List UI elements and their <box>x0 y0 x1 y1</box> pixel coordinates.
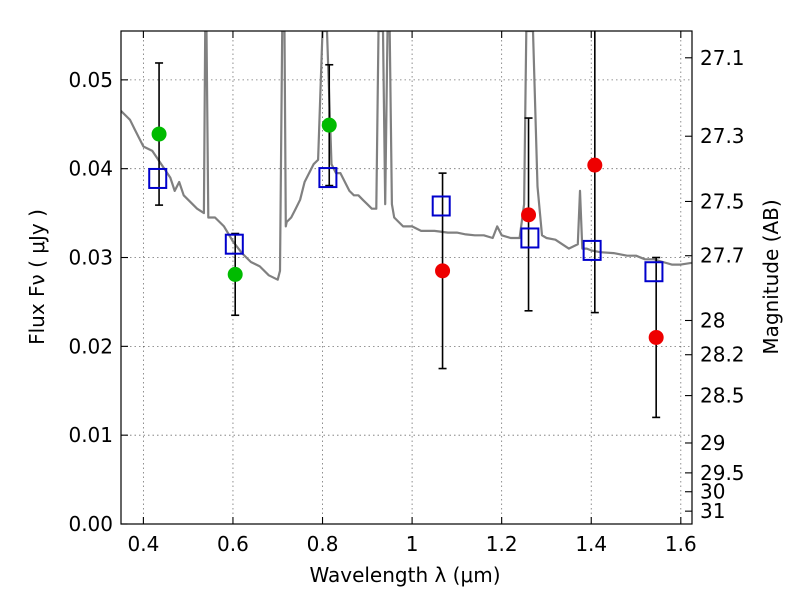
mag-tick-label: 30 <box>700 480 725 504</box>
model-photometry-marker <box>431 195 451 217</box>
y-tick-label: 0.02 <box>68 334 113 358</box>
x-tick-label: 1.2 <box>486 532 518 556</box>
x-tick-label: 1.4 <box>575 532 607 556</box>
observed-point-green <box>321 117 337 133</box>
mag-tick-label: 27.1 <box>700 46 745 70</box>
plot-contents <box>121 31 692 524</box>
right-axis-title: Magnitude (AB) <box>759 199 783 354</box>
axes: 0.4 0.6 0.8 1 1.2 1.4 1.6 0.00 0.01 0.02 0.03 0.04 0… <box>68 30 745 556</box>
y-tick-label: 0.01 <box>68 423 113 447</box>
plot-area <box>121 31 692 524</box>
observed-point-green <box>227 266 243 282</box>
plot-frame <box>120 30 693 525</box>
x-tick-label: 1 <box>406 532 419 556</box>
mag-tick-label: 28 <box>700 308 725 332</box>
y-axis-title: Flux Fν ( μJy ) <box>25 209 49 345</box>
mag-tick-label: 29 <box>700 431 725 455</box>
mag-tick-label: 27.7 <box>700 244 745 268</box>
model-photometry-marker <box>644 261 664 283</box>
x-tick-label: 0.6 <box>217 532 249 556</box>
x-axis-title: Wavelength λ (μm) <box>309 563 500 587</box>
mag-tick-label: 31 <box>700 499 725 523</box>
x-tick-label: 0.8 <box>307 532 339 556</box>
mag-tick-label: 28.5 <box>700 384 745 408</box>
y-tick-label: 0.03 <box>68 246 113 270</box>
observed-point-red <box>587 157 603 173</box>
observed-point-red <box>648 329 664 345</box>
model-spectrum-line <box>121 31 692 281</box>
model-photometry-marker <box>520 227 540 249</box>
y-tick-label: 0.05 <box>68 68 113 92</box>
x-tick-label: 1.6 <box>665 532 697 556</box>
y-tick-label: 0.00 <box>68 512 113 536</box>
y-tick-label: 0.04 <box>68 157 113 181</box>
model-photometry-marker <box>582 239 602 261</box>
x-tick-label: 0.4 <box>127 532 159 556</box>
observed-point-green <box>151 126 167 142</box>
mag-tick-label: 28.2 <box>700 343 745 367</box>
model-photometry-marker <box>318 167 338 189</box>
observed-point-red <box>521 207 537 223</box>
mag-tick-label: 27.3 <box>700 124 745 148</box>
model-photometry-marker <box>224 233 244 255</box>
mag-tick-label: 27.5 <box>700 189 745 213</box>
observed-point-red <box>435 263 451 279</box>
mag-tick-label: 29.5 <box>700 461 745 485</box>
model-photometry-marker <box>148 167 168 189</box>
